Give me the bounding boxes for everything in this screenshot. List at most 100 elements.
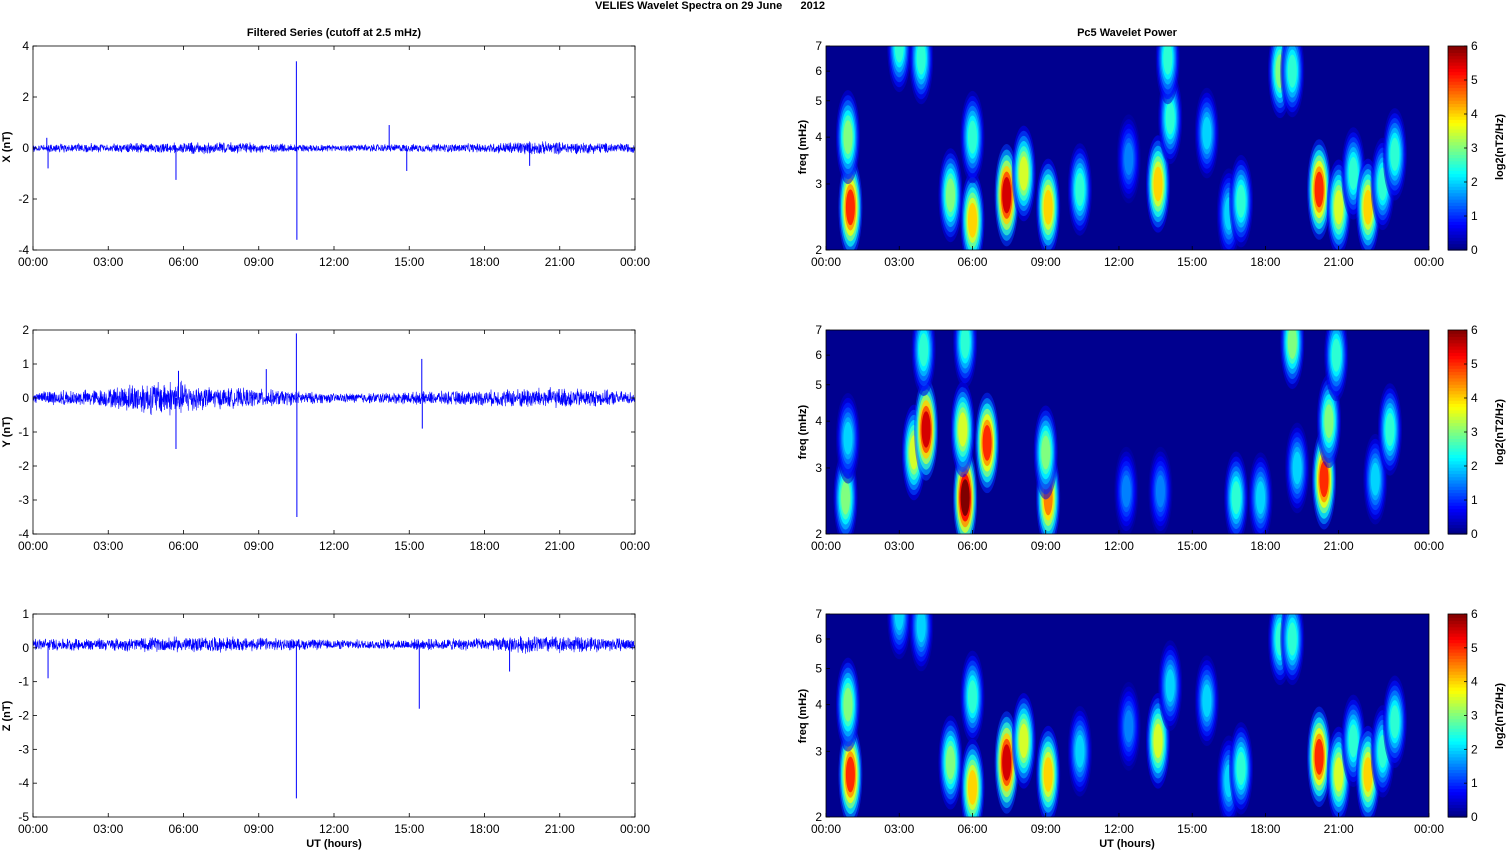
colorbar-step bbox=[1448, 77, 1467, 82]
ytick-label: 7 bbox=[815, 607, 822, 621]
y-series-trace bbox=[32, 380, 636, 416]
colorbar-tick-label: 6 bbox=[1471, 607, 1478, 621]
power-blob bbox=[1236, 184, 1246, 218]
colorbar-step bbox=[1448, 696, 1467, 701]
ytick-label: 4 bbox=[815, 130, 822, 144]
x-series-panel: X (nT) -4 -2 0 2 4 00:00 03:00 06:00 09:00 12:00 1… bbox=[1, 39, 650, 269]
ytick-label: 4 bbox=[815, 414, 822, 428]
colorbar-step bbox=[1448, 199, 1467, 203]
ytick-label: 7 bbox=[815, 39, 822, 53]
colorbar-step bbox=[1448, 384, 1467, 388]
power-blob bbox=[946, 745, 956, 780]
colorbar-tick-label: 1 bbox=[1471, 776, 1478, 790]
colorbar-step bbox=[1448, 243, 1467, 248]
power-blob bbox=[1314, 738, 1324, 775]
colorbar-step bbox=[1448, 125, 1467, 130]
colorbar-step bbox=[1448, 451, 1467, 455]
power-blob bbox=[1124, 142, 1134, 176]
colorbar-step bbox=[1448, 68, 1467, 73]
colorbar-step bbox=[1448, 396, 1467, 401]
power-blob bbox=[921, 411, 931, 448]
ytick-label: 4 bbox=[22, 39, 29, 53]
colorbar-tick-label: 2 bbox=[1471, 175, 1478, 189]
colorbar-step bbox=[1448, 476, 1467, 481]
colorbar-tick-label: 4 bbox=[1471, 107, 1478, 121]
power-blob bbox=[1370, 462, 1380, 496]
colorbar-step bbox=[1448, 333, 1467, 337]
colorbar-tick-label: 6 bbox=[1471, 323, 1478, 337]
z-series-panel: Z (nT) UT (hours) -5 -4 -3 -2 -1 0 1 00:00 03:00… bbox=[1, 607, 650, 850]
ytick-label: -2 bbox=[18, 459, 29, 473]
z-colorbar-label: log2(nT2/Hz) bbox=[1494, 683, 1506, 749]
colorbar-step bbox=[1448, 183, 1467, 187]
colorbar-step bbox=[1448, 705, 1467, 710]
colorbar-step bbox=[1448, 508, 1467, 513]
colorbar-step bbox=[1448, 109, 1467, 114]
y-series-panel: Y (nT) -4 -3 -2 -1 0 1 2 00:00 03:00 06:00 09:00 12… bbox=[1, 323, 650, 553]
xtick-label: 03:00 bbox=[93, 255, 123, 269]
colorbar-step bbox=[1448, 65, 1467, 69]
power-blob bbox=[916, 614, 926, 643]
colorbar-step bbox=[1448, 381, 1467, 385]
ytick-label: -3 bbox=[18, 742, 29, 756]
power-blob bbox=[1363, 757, 1373, 792]
colorbar-step bbox=[1448, 71, 1467, 76]
colorbar-tick-label: 3 bbox=[1471, 141, 1478, 155]
ytick-label: 2 bbox=[815, 527, 822, 541]
y-wavelet-colorbar: 0 1 2 3 4 5 6 bbox=[1447, 323, 1478, 541]
colorbar-step bbox=[1448, 677, 1467, 682]
colorbar-tick-label: 5 bbox=[1471, 73, 1478, 87]
colorbar-step bbox=[1448, 645, 1467, 650]
x-wavelet-ylabel: freq (mHz) bbox=[797, 119, 809, 174]
figure-title: VELIES Wavelet Spectra on 29 June 2012 bbox=[595, 0, 825, 12]
z-wavelet-power-blobs bbox=[835, 614, 1407, 817]
z-wavelet-plot: 2 3 4 5 6 7 00:00 03:00 06:00 09:00 12:00 15:00 18:0… bbox=[811, 607, 1478, 836]
y-series-background bbox=[33, 330, 635, 534]
colorbar-tick-label: 1 bbox=[1471, 209, 1478, 223]
colorbar-step bbox=[1448, 518, 1467, 522]
colorbar-step bbox=[1448, 112, 1467, 117]
xtick-label: 18:00 bbox=[1250, 822, 1280, 836]
colorbar-step bbox=[1448, 664, 1467, 669]
colorbar-step bbox=[1448, 766, 1467, 771]
colorbar-step bbox=[1448, 435, 1467, 439]
xtick-label: 09:00 bbox=[1031, 255, 1061, 269]
colorbar-step bbox=[1448, 769, 1467, 774]
colorbar-step bbox=[1448, 100, 1467, 104]
colorbar-step bbox=[1448, 151, 1467, 155]
colorbar-step bbox=[1448, 122, 1467, 127]
colorbar-step bbox=[1448, 132, 1467, 136]
power-blob bbox=[1314, 171, 1324, 208]
colorbar-step bbox=[1448, 623, 1467, 628]
xtick-label: 06:00 bbox=[957, 255, 987, 269]
colorbar-step bbox=[1448, 709, 1467, 713]
colorbar-step bbox=[1448, 633, 1467, 637]
power-blob bbox=[1075, 734, 1085, 768]
y-wavelet-ylabel: freq (mHz) bbox=[797, 404, 809, 459]
z-wavelet-colorbar: 0 1 2 3 4 5 6 bbox=[1447, 607, 1478, 824]
colorbar-step bbox=[1448, 144, 1467, 149]
colorbar-step bbox=[1448, 246, 1467, 251]
colorbar-tick-label: 4 bbox=[1471, 391, 1478, 405]
right-column-title: Pc5 Wavelet Power bbox=[1077, 27, 1178, 39]
colorbar-step bbox=[1448, 49, 1467, 53]
x-wavelet-panel: freq (mHz) log2(nT2/Hz) 2 3 4 5 6 7 00:00 03:00… bbox=[797, 39, 1506, 269]
colorbar-step bbox=[1448, 756, 1467, 761]
colorbar-step bbox=[1448, 425, 1467, 430]
colorbar-step bbox=[1448, 620, 1467, 625]
colorbar-step bbox=[1448, 740, 1467, 745]
ytick-label: -1 bbox=[18, 425, 29, 439]
colorbar-step bbox=[1448, 483, 1467, 487]
colorbar-step bbox=[1448, 492, 1467, 497]
power-blob bbox=[1165, 669, 1175, 702]
xtick-label: 18:00 bbox=[469, 539, 499, 553]
colorbar-step bbox=[1448, 648, 1467, 653]
colorbar-step bbox=[1448, 390, 1467, 395]
y-wavelet-frame bbox=[825, 329, 1430, 535]
colorbar-step bbox=[1448, 374, 1467, 379]
colorbar-step bbox=[1448, 368, 1467, 373]
xtick-label: 09:00 bbox=[244, 255, 274, 269]
power-blob bbox=[919, 333, 929, 367]
colorbar-tick-label: 2 bbox=[1471, 459, 1478, 473]
colorbar-step bbox=[1448, 794, 1467, 799]
